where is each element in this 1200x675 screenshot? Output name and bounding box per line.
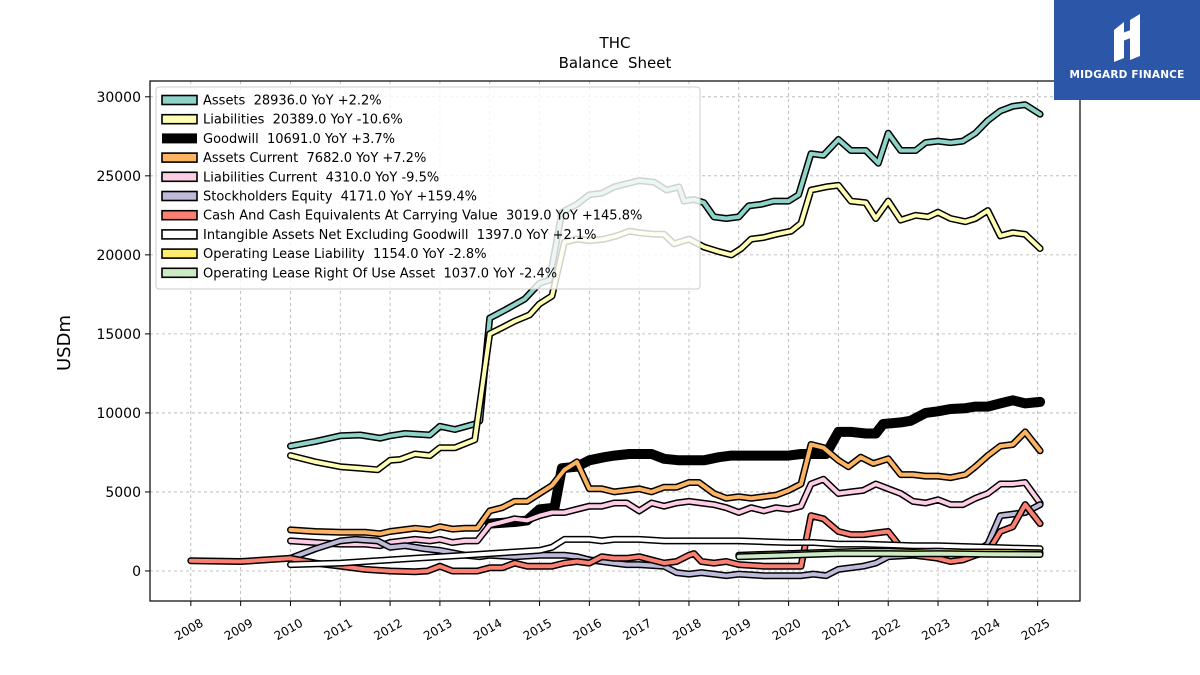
y-tick-label: 15000 xyxy=(96,327,141,343)
brand-mark-icon xyxy=(1114,14,1140,62)
legend-entry: Operating Lease Liability 1154.0 YoY -2.… xyxy=(161,247,487,262)
legend-entry: Liabilities Current 4310.0 YoY -9.5% xyxy=(161,170,439,185)
x-tick-label: 2016 xyxy=(571,616,604,643)
legend-label: Intangible Assets Net Excluding Goodwill… xyxy=(203,228,597,243)
y-tick-label: 25000 xyxy=(96,169,141,185)
legend-label: Liabilities Current 4310.0 YoY -9.5% xyxy=(203,170,439,185)
legend-label: Cash And Cash Equivalents At Carrying Va… xyxy=(203,209,642,224)
legend: Assets 28936.0 YoY +2.2% Liabilities 2038… xyxy=(155,86,701,290)
legend-label: Assets 28936.0 YoY +2.2% xyxy=(203,94,382,109)
y-tick-label: 30000 xyxy=(96,90,141,106)
x-tick-label: 2017 xyxy=(620,616,653,643)
legend-entry: Assets Current 7682.0 YoY +7.2% xyxy=(161,151,426,166)
x-tick-label: 2008 xyxy=(172,616,205,643)
x-tick-label: 2013 xyxy=(421,616,454,643)
legend-entry: Stockholders Equity 4171.0 YoY +159.4% xyxy=(161,190,477,205)
x-tick-label: 2019 xyxy=(720,616,753,643)
legend-swatch xyxy=(161,113,198,125)
chart-subtitle: Balance Sheet xyxy=(559,54,672,72)
legend-label: Stockholders Equity 4171.0 YoY +159.4% xyxy=(203,190,477,205)
y-tick-label: 10000 xyxy=(96,406,141,422)
legend-swatch xyxy=(161,229,198,240)
x-tick-label: 2014 xyxy=(471,616,504,643)
series-intangible-assets-net-excluding-goodwill xyxy=(287,535,1044,569)
legend-swatch xyxy=(161,94,198,106)
x-tick-label: 2021 xyxy=(820,616,853,643)
plot-frame xyxy=(149,80,1081,602)
x-tick-label: 2010 xyxy=(272,616,305,643)
series-line xyxy=(288,477,1043,548)
x-tick-label: 2009 xyxy=(222,616,255,643)
series-assets-current xyxy=(287,428,1044,538)
legend-label: Goodwill 10691.0 YoY +3.7% xyxy=(203,132,395,147)
x-tick-label: 2018 xyxy=(670,616,703,643)
y-tick-label: 0 xyxy=(132,564,141,580)
legend-swatch xyxy=(161,190,198,202)
legend-entry: Intangible Assets Net Excluding Goodwill… xyxy=(161,228,597,243)
legend-entry: Operating Lease Right Of Use Asset 1037.… xyxy=(161,266,557,281)
series-outline xyxy=(287,428,1044,538)
legend-entry: Assets 28936.0 YoY +2.2% xyxy=(161,94,382,109)
legend-swatch xyxy=(161,152,198,163)
chart-title: THC xyxy=(599,34,631,52)
legend-swatch xyxy=(161,248,198,259)
legend-swatch xyxy=(161,171,198,183)
x-tick-label: 2020 xyxy=(770,616,803,643)
x-tick-label: 2023 xyxy=(919,616,952,643)
series-line xyxy=(288,537,1043,567)
legend-entry: Cash And Cash Equivalents At Carrying Va… xyxy=(161,209,642,224)
legend-label: Assets Current 7682.0 YoY +7.2% xyxy=(203,151,426,166)
x-tick-label: 2025 xyxy=(1019,616,1052,643)
legend-entry: Goodwill 10691.0 YoY +3.7% xyxy=(162,132,395,147)
brand-name: MIDGARD FINANCE xyxy=(1069,69,1185,81)
series-line xyxy=(736,551,1043,559)
series-operating-lease-right-of-use-asset xyxy=(735,550,1044,561)
series-liabilities-current xyxy=(287,475,1044,550)
legend-swatch xyxy=(161,267,198,279)
x-tick-label: 2022 xyxy=(869,616,902,643)
x-tick-label: 2015 xyxy=(521,616,554,643)
legend-swatch xyxy=(161,209,198,221)
y-axis-label: USDm xyxy=(54,315,75,371)
y-tick-label: 20000 xyxy=(96,248,141,264)
legend-label: Operating Lease Liability 1154.0 YoY -2.… xyxy=(203,247,487,262)
series-line xyxy=(288,429,1043,536)
legend-box xyxy=(155,86,701,290)
y-tick-label: 5000 xyxy=(105,485,141,501)
legend-label: Liabilities 20389.0 YoY -10.6% xyxy=(203,113,403,128)
legend-entry: Liabilities 20389.0 YoY -10.6% xyxy=(161,113,403,128)
x-tick-label: 2012 xyxy=(371,616,404,643)
brand-logo: MIDGARD FINANCE xyxy=(1054,0,1200,100)
legend-label: Operating Lease Right Of Use Asset 1037.… xyxy=(203,266,557,281)
x-tick-label: 2024 xyxy=(969,616,1002,643)
legend-swatch xyxy=(162,133,197,144)
x-tick-label: 2011 xyxy=(322,616,355,643)
